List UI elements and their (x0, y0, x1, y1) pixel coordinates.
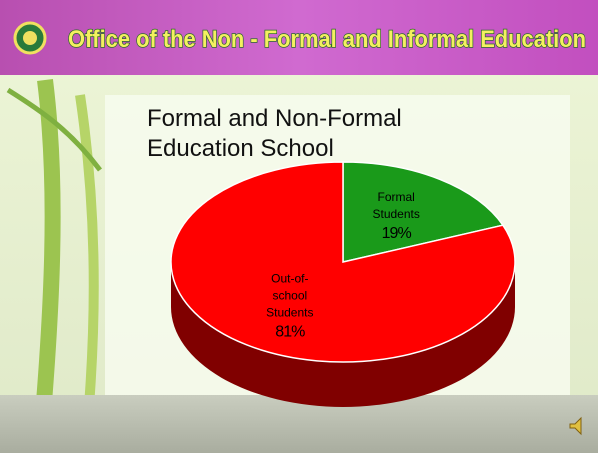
logo-center (23, 31, 37, 45)
slide-graphics: Office of the Non - Formal and Informal … (0, 0, 598, 453)
pie (171, 162, 515, 407)
header-title: Office of the Non - Formal and Informal … (68, 26, 586, 53)
slice-value: 19% (366, 223, 426, 245)
slice-value: 81% (264, 322, 316, 344)
chart-title: Formal and Non-Formal Education School (147, 104, 477, 164)
footer-band (0, 395, 598, 453)
slice-category: Formal Students (366, 189, 426, 223)
slide: Office of the Non - Formal and Informal … (0, 0, 598, 453)
slice-category: Out-of-school Students (264, 271, 316, 322)
